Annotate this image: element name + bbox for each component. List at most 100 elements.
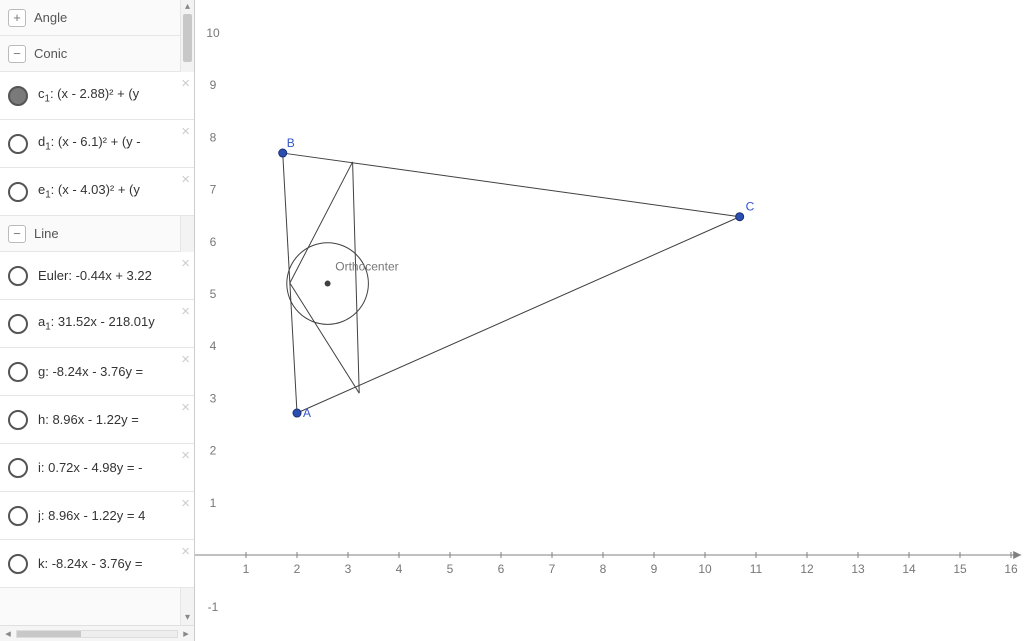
object-row-k[interactable]: k: -8.24x - 3.76y =×: [0, 540, 194, 588]
group-label: Angle: [34, 10, 67, 25]
expand-icon[interactable]: +: [8, 9, 26, 27]
delete-icon[interactable]: ×: [181, 304, 190, 319]
delete-icon[interactable]: ×: [181, 448, 190, 463]
y-tick-label: 8: [210, 130, 217, 144]
y-tick-label: 4: [210, 339, 217, 353]
delete-icon[interactable]: ×: [181, 76, 190, 91]
x-tick-label: 9: [651, 562, 658, 576]
point-label-C: C: [746, 200, 755, 214]
x-tick-label: 7: [549, 562, 556, 576]
point-orthocenter[interactable]: [325, 281, 331, 287]
y-tick-label: 3: [210, 391, 217, 405]
object-definition: a1: 31.52x - 218.01y: [38, 314, 186, 333]
group-header-conic[interactable]: −Conic: [0, 36, 194, 72]
scroll-down-arrow-icon[interactable]: ▾: [181, 611, 194, 625]
collapse-icon[interactable]: −: [8, 225, 26, 243]
point-A[interactable]: [293, 409, 301, 417]
y-tick-label: 2: [210, 444, 217, 458]
object-row-d1[interactable]: d1: (x - 6.1)² + (y -×: [0, 120, 194, 168]
visibility-toggle-icon[interactable]: [8, 410, 28, 430]
object-definition: g: -8.24x - 3.76y =: [38, 364, 186, 379]
x-tick-label: 10: [698, 562, 712, 576]
scroll-up-arrow-icon[interactable]: ▴: [181, 0, 194, 14]
x-tick-label: 13: [851, 562, 865, 576]
sidebar-vscroll-thumb[interactable]: [183, 14, 192, 62]
segment-BC[interactable]: [283, 153, 740, 217]
object-row-a1[interactable]: a1: 31.52x - 218.01y×: [0, 300, 194, 348]
y-tick-label: 1: [210, 496, 217, 510]
segment-CA[interactable]: [297, 217, 740, 413]
graphics-svg: 12345678910111213141516-112345678910Orth…: [195, 0, 1024, 641]
object-definition: c1: (x - 2.88)² + (y: [38, 86, 186, 105]
object-definition: j: 8.96x - 1.22y = 4: [38, 508, 186, 523]
visibility-toggle-icon[interactable]: [8, 314, 28, 334]
object-row-g[interactable]: g: -8.24x - 3.76y =×: [0, 348, 194, 396]
x-tick-label: 11: [750, 562, 763, 576]
delete-icon[interactable]: ×: [181, 352, 190, 367]
visibility-toggle-icon[interactable]: [8, 458, 28, 478]
visibility-toggle-icon[interactable]: [8, 86, 28, 106]
group-header-line[interactable]: −Line: [0, 216, 194, 252]
collapse-icon[interactable]: −: [8, 45, 26, 63]
x-tick-label: 1: [243, 562, 250, 576]
delete-icon[interactable]: ×: [181, 124, 190, 139]
visibility-toggle-icon[interactable]: [8, 134, 28, 154]
y-tick-label: 9: [210, 78, 217, 92]
object-row-h[interactable]: h: 8.96x - 1.22y =×: [0, 396, 194, 444]
delete-icon[interactable]: ×: [181, 256, 190, 271]
x-tick-label: 15: [953, 562, 967, 576]
x-tick-label: 6: [498, 562, 505, 576]
object-row-j[interactable]: j: 8.96x - 1.22y = 4×: [0, 492, 194, 540]
x-tick-label: 2: [294, 562, 301, 576]
x-tick-label: 4: [396, 562, 403, 576]
algebra-sidebar: ▴ ▾ +Angle−Conicc1: (x - 2.88)² + (y×d1:…: [0, 0, 195, 641]
y-tick-label: -1: [208, 600, 219, 614]
object-definition: Euler: -0.44x + 3.22: [38, 268, 186, 283]
inner-segment-2[interactable]: [353, 162, 360, 393]
delete-icon[interactable]: ×: [181, 544, 190, 559]
x-tick-label: 3: [345, 562, 352, 576]
point-C[interactable]: [736, 213, 744, 221]
delete-icon[interactable]: ×: [181, 496, 190, 511]
object-row-e1[interactable]: e1: (x - 4.03)² + (y×: [0, 168, 194, 216]
inner-segment-1[interactable]: [290, 283, 359, 393]
point-B[interactable]: [279, 149, 287, 157]
visibility-toggle-icon[interactable]: [8, 182, 28, 202]
x-tick-label: 14: [902, 562, 916, 576]
x-tick-label: 12: [800, 562, 814, 576]
scroll-left-arrow-icon[interactable]: ◂: [0, 627, 16, 640]
visibility-toggle-icon[interactable]: [8, 506, 28, 526]
sidebar-horizontal-scrollbar[interactable]: ◂ ▸: [0, 625, 194, 641]
y-tick-label: 10: [206, 26, 220, 40]
object-definition: h: 8.96x - 1.22y =: [38, 412, 186, 427]
point-label-A: A: [303, 406, 311, 420]
object-row-c1[interactable]: c1: (x - 2.88)² + (y×: [0, 72, 194, 120]
scroll-right-arrow-icon[interactable]: ▸: [178, 627, 194, 640]
visibility-toggle-icon[interactable]: [8, 554, 28, 574]
group-label: Line: [34, 226, 59, 241]
object-row-euler[interactable]: Euler: -0.44x + 3.22×: [0, 252, 194, 300]
object-definition: i: 0.72x - 4.98y = -: [38, 460, 186, 475]
object-row-i[interactable]: i: 0.72x - 4.98y = -×: [0, 444, 194, 492]
y-tick-label: 5: [210, 287, 217, 301]
sidebar-hscroll-thumb[interactable]: [17, 631, 81, 637]
object-definition: k: -8.24x - 3.76y =: [38, 556, 186, 571]
delete-icon[interactable]: ×: [181, 172, 190, 187]
orthocenter-label: Orthocenter: [335, 260, 398, 274]
visibility-toggle-icon[interactable]: [8, 266, 28, 286]
y-tick-label: 7: [210, 183, 217, 197]
x-tick-label: 8: [600, 562, 607, 576]
group-header-angle[interactable]: + Angle: [0, 0, 194, 36]
segment-AB[interactable]: [283, 153, 297, 413]
y-tick-label: 6: [210, 235, 217, 249]
graphics-view[interactable]: 12345678910111213141516-112345678910Orth…: [195, 0, 1024, 641]
object-definition: d1: (x - 6.1)² + (y -: [38, 134, 186, 153]
object-definition: e1: (x - 4.03)² + (y: [38, 182, 186, 201]
point-label-B: B: [287, 136, 295, 150]
x-tick-label: 5: [447, 562, 454, 576]
x-axis-arrow-icon: [1013, 551, 1021, 559]
x-tick-label: 16: [1004, 562, 1018, 576]
group-label: Conic: [34, 46, 67, 61]
delete-icon[interactable]: ×: [181, 400, 190, 415]
visibility-toggle-icon[interactable]: [8, 362, 28, 382]
